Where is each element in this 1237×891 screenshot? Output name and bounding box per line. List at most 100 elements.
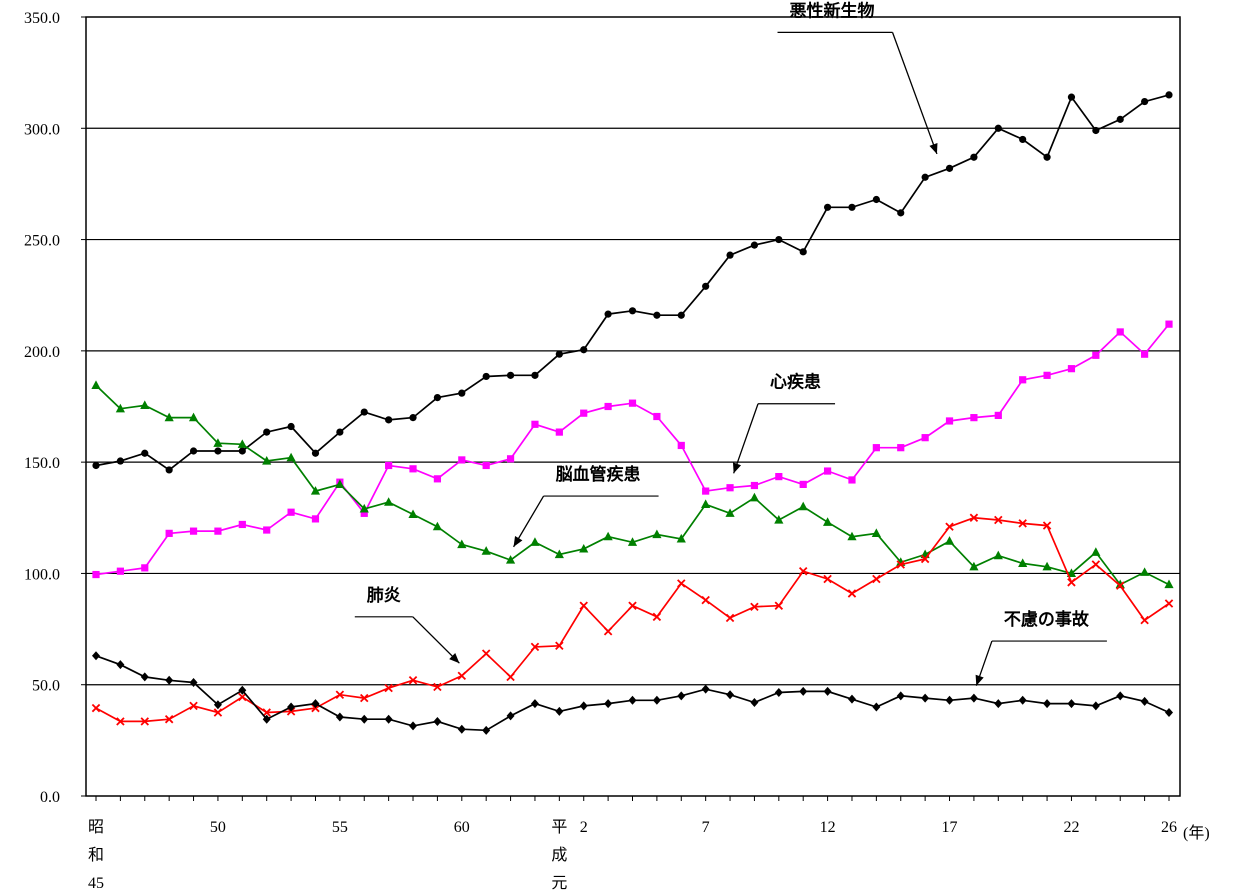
data-point <box>311 515 320 523</box>
data-point <box>116 457 124 465</box>
data-point <box>701 595 710 605</box>
data-point <box>896 691 905 701</box>
data-point <box>286 452 296 462</box>
y-tick-label: 50.0 <box>32 678 60 695</box>
data-point <box>238 685 247 695</box>
data-point <box>214 447 222 455</box>
data-point <box>188 412 199 422</box>
y-tick-label: 100.0 <box>24 566 60 583</box>
data-point <box>1141 350 1149 358</box>
data-point <box>165 466 173 474</box>
data-point <box>238 447 246 455</box>
data-point <box>897 444 905 452</box>
data-point <box>750 241 759 249</box>
data-point <box>555 641 564 651</box>
data-point <box>237 439 247 448</box>
data-point <box>653 412 661 421</box>
data-point <box>1141 97 1149 106</box>
data-point <box>725 613 735 623</box>
data-point <box>823 686 832 696</box>
data-point <box>506 711 515 721</box>
series-label: 悪性新生物 <box>777 0 938 155</box>
data-point <box>92 570 100 579</box>
data-point <box>408 509 418 519</box>
y-tick-label: 250.0 <box>24 233 60 250</box>
data-point <box>409 414 417 422</box>
data-point <box>335 479 345 488</box>
data-point <box>1018 558 1028 568</box>
x-tick-label: 45 <box>88 875 104 891</box>
data-point <box>896 560 905 569</box>
data-point <box>580 346 588 354</box>
series-label: 心疾患 <box>732 372 836 474</box>
data-point <box>140 672 149 682</box>
data-point <box>555 350 563 358</box>
series-label-text: 不慮の事故 <box>1004 609 1090 630</box>
series-label-text: 肺炎 <box>367 586 401 606</box>
data-point <box>920 554 930 564</box>
data-point <box>409 721 418 731</box>
x-axis-unit-label: (年) <box>1183 824 1210 842</box>
data-point <box>91 380 101 389</box>
data-point <box>726 251 734 259</box>
x-tick-label: 成 <box>551 846 567 864</box>
data-point <box>116 660 125 670</box>
x-tick-label: 元 <box>551 875 567 891</box>
x-tick-label: 平 <box>551 819 567 836</box>
data-point <box>213 708 223 717</box>
data-point <box>945 695 954 705</box>
data-point <box>287 422 295 431</box>
data-point <box>702 487 710 495</box>
data-point <box>677 691 686 701</box>
data-point <box>213 700 222 710</box>
data-point <box>921 173 929 181</box>
data-point <box>702 282 710 290</box>
data-point <box>115 403 125 413</box>
data-point <box>1164 579 1174 589</box>
series-label: 不慮の事故 <box>975 609 1107 686</box>
data-point <box>262 708 271 717</box>
data-point <box>335 712 344 722</box>
data-point <box>1067 93 1076 101</box>
data-point <box>263 428 271 436</box>
data-point <box>482 461 490 470</box>
data-point <box>774 515 784 524</box>
x-tick-label: 60 <box>454 819 470 836</box>
data-point <box>1092 351 1100 359</box>
data-point <box>140 400 150 409</box>
data-point <box>482 725 491 735</box>
data-point <box>994 411 1002 420</box>
data-point <box>458 456 466 464</box>
data-point <box>141 449 149 457</box>
data-point <box>189 447 198 455</box>
data-point <box>774 601 784 610</box>
series-line <box>95 655 1170 732</box>
data-point <box>1116 691 1125 701</box>
data-point <box>677 441 685 450</box>
data-point <box>506 672 515 682</box>
data-point <box>1140 615 1149 625</box>
data-point <box>311 699 320 709</box>
data-point <box>1091 547 1101 556</box>
series-line <box>95 94 1170 471</box>
data-point <box>457 724 466 734</box>
x-tick-label: 26 <box>1161 819 1177 836</box>
series-label: 脳血管疾患 <box>513 464 659 548</box>
x-axis-tick-labels: 昭和 45 50 55 60 平成元 2 7 12 17 22 26 (年) <box>88 819 1210 891</box>
data-point <box>458 389 466 397</box>
data-point <box>360 693 369 703</box>
data-point <box>555 428 563 436</box>
data-point <box>750 481 759 490</box>
data-point <box>798 566 808 576</box>
series-label-text: 悪性新生物 <box>790 0 875 21</box>
data-point <box>1092 126 1100 135</box>
data-point <box>287 508 295 516</box>
data-point <box>238 520 246 529</box>
data-point <box>604 402 612 411</box>
data-point <box>627 537 638 546</box>
data-point <box>287 702 296 712</box>
data-point <box>1043 153 1051 161</box>
data-point <box>1165 320 1173 328</box>
data-point <box>652 695 661 705</box>
data-point <box>506 455 515 463</box>
